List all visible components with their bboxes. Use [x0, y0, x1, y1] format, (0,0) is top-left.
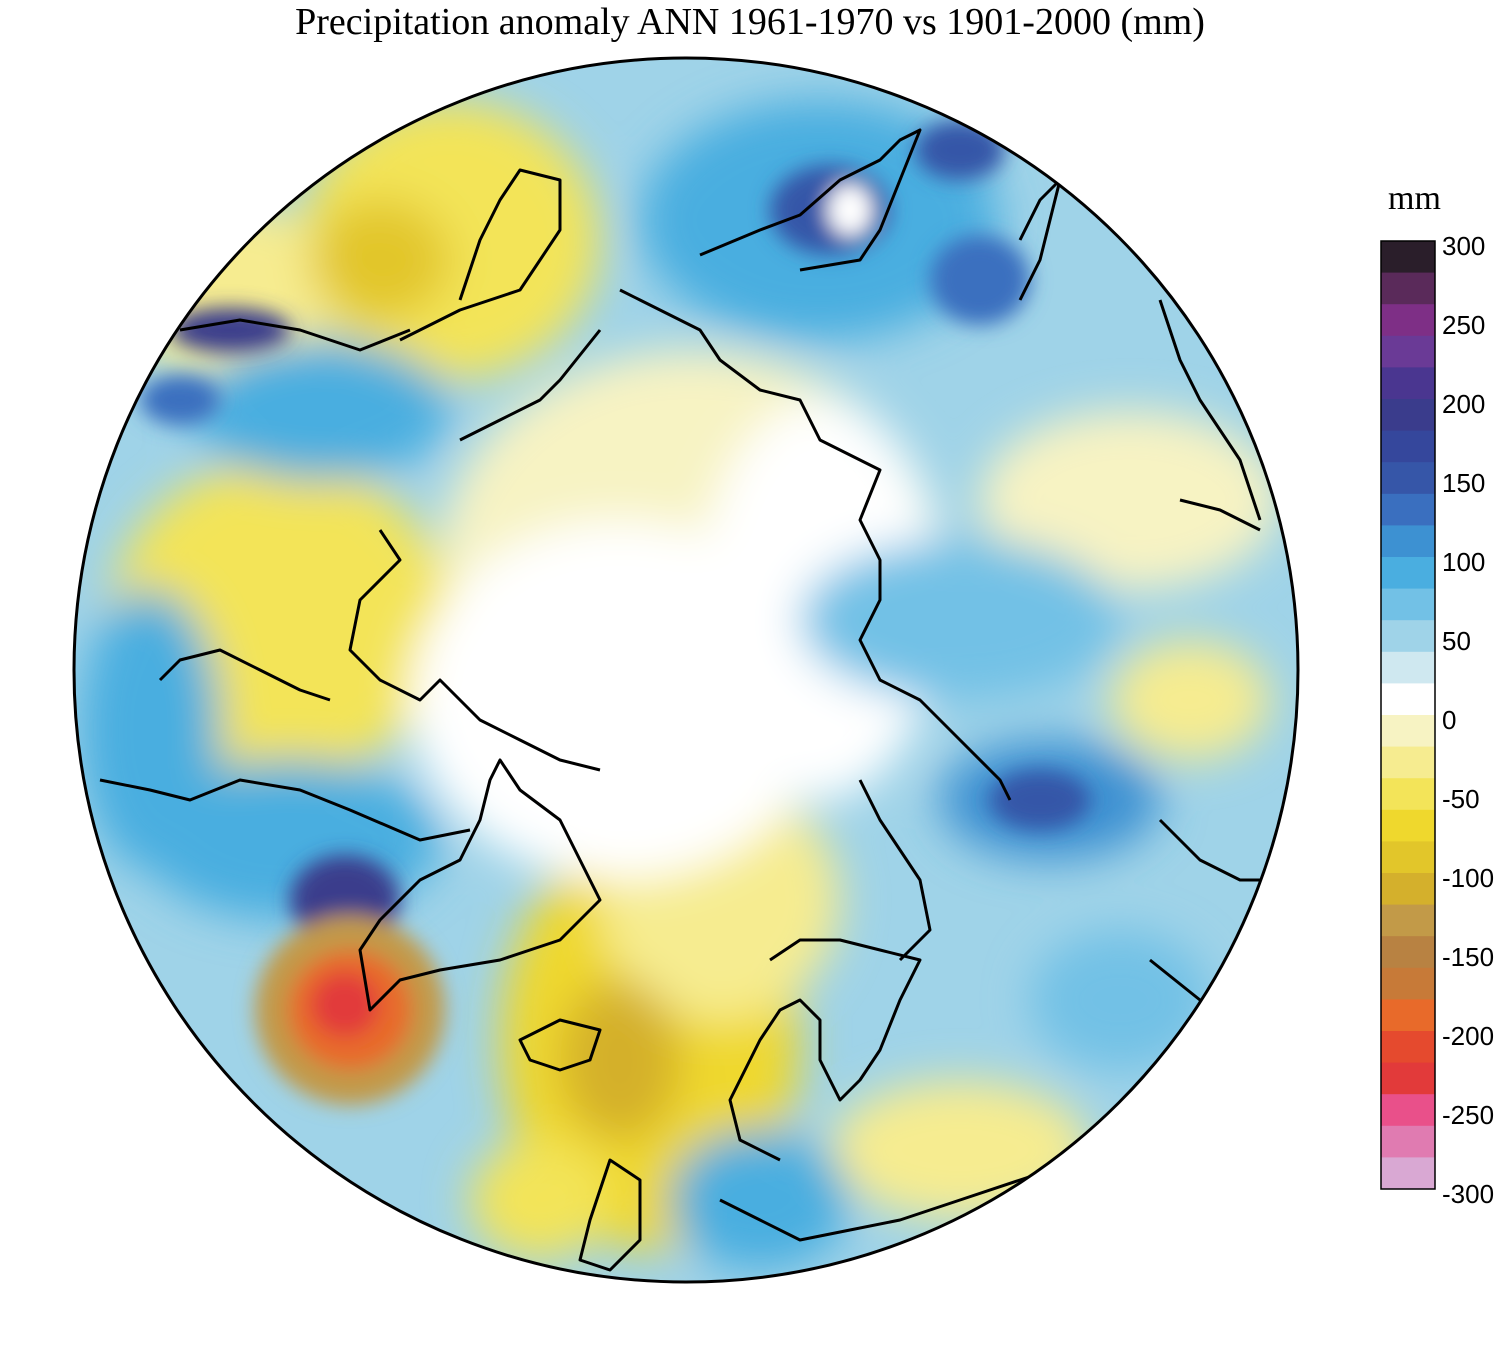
colorbar-swatch [1381, 651, 1435, 684]
colorbar-swatch [1381, 241, 1435, 274]
colorbar-tick-label: 100 [1442, 547, 1486, 577]
colorbar-swatch [1381, 746, 1435, 779]
colorbar-swatch [1381, 335, 1435, 368]
colorbar-swatch [1381, 462, 1435, 495]
colorbar-tick-label: -100 [1442, 863, 1495, 893]
colorbar-swatch [1381, 715, 1435, 748]
colorbar-swatch [1381, 1031, 1435, 1064]
colorbar-swatch [1381, 493, 1435, 526]
colorbar-tick-label: 250 [1442, 310, 1486, 340]
colorbar-tick-label: 50 [1442, 626, 1471, 656]
colorbar-swatch [1381, 967, 1435, 1000]
colorbar-swatch [1381, 873, 1435, 906]
map-boundary [72, 56, 1300, 1284]
colorbar-tick-label: 300 [1442, 231, 1486, 261]
colorbar-swatch [1381, 304, 1435, 337]
colorbar-swatch [1381, 1125, 1435, 1158]
colorbar-tick-label: -250 [1442, 1100, 1495, 1130]
colorbar-swatch [1381, 399, 1435, 432]
coastlines [99, 128, 1280, 1272]
map-title: Precipitation anomaly ANN 1961-1970 vs 1… [295, 1, 1205, 43]
colorbar-swatch [1381, 904, 1435, 937]
colorbar-swatch [1381, 999, 1435, 1032]
colorbar-swatch [1381, 778, 1435, 811]
colorbar-swatch [1381, 1094, 1435, 1127]
colorbar-swatch [1381, 1157, 1435, 1190]
colorbar-tick-label: -200 [1442, 1021, 1495, 1051]
colorbar [1380, 240, 1436, 1190]
anomaly-field [74, 58, 1298, 1282]
colorbar-swatch [1381, 620, 1435, 653]
colorbar-swatch [1381, 588, 1435, 621]
colorbar-tick-label: -150 [1442, 942, 1495, 972]
colorbar-swatch [1381, 809, 1435, 842]
colorbar-swatch [1381, 936, 1435, 969]
colorbar-unit: mm [1388, 180, 1441, 217]
colorbar-swatch [1381, 1062, 1435, 1095]
colorbar-swatch [1381, 272, 1435, 305]
colorbar-swatch [1381, 525, 1435, 558]
colorbar-swatch [1381, 430, 1435, 463]
polar-map [72, 56, 1300, 1284]
colorbar-tick-label: 0 [1442, 705, 1457, 735]
colorbar-tick-label: 200 [1442, 389, 1486, 419]
colorbar-swatch [1381, 367, 1435, 400]
colorbar-tick-label: -50 [1442, 784, 1480, 814]
colorbar-tick-label: 150 [1442, 468, 1486, 498]
colorbar-swatch [1381, 557, 1435, 590]
colorbar-swatch [1381, 683, 1435, 716]
colorbar-tick-label: -300 [1442, 1179, 1495, 1209]
colorbar-swatch [1381, 841, 1435, 874]
